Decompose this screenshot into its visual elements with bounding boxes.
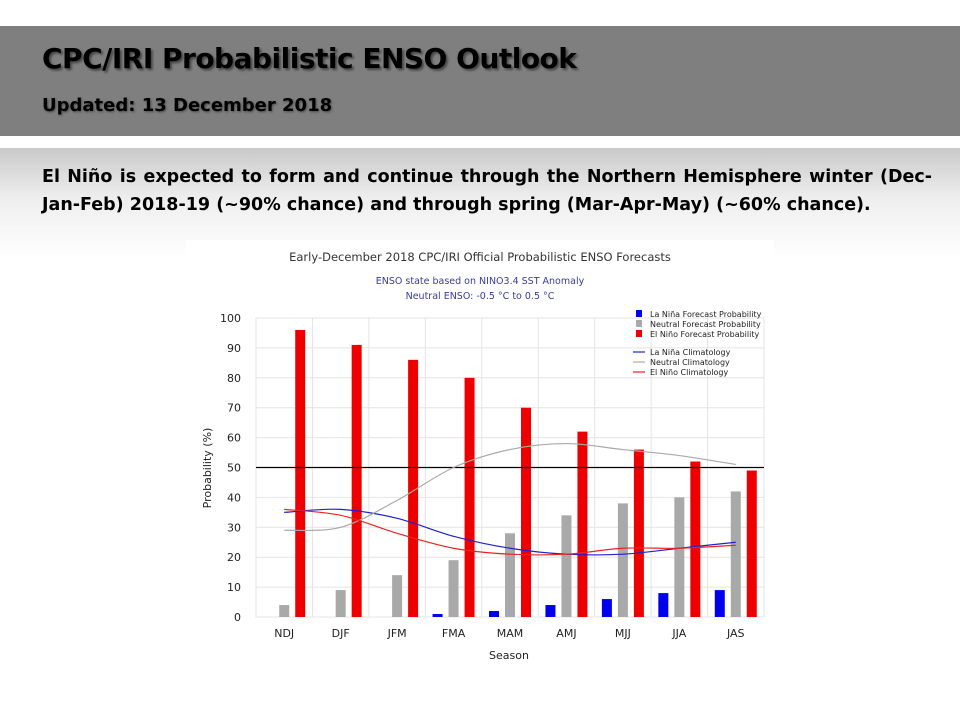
bar-el-nino-forecast-probability [690, 461, 701, 617]
x-tick-label: FMA [442, 627, 466, 640]
x-tick-label: MJJ [615, 627, 631, 640]
bar-la-nina-forecast-probability [601, 599, 612, 617]
bar-la-nina-forecast-probability [489, 611, 499, 617]
legend-label: Neutral Climatology [650, 358, 730, 367]
bar-el-nino-forecast-probability [351, 344, 362, 617]
enso-chart: Early-December 2018 CPC/IRI Official Pro… [186, 240, 774, 664]
chart-title: Early-December 2018 CPC/IRI Official Pro… [289, 250, 671, 264]
bar-el-nino-forecast-probability [408, 359, 419, 617]
bar-la-nina-forecast-probability [714, 590, 725, 617]
x-axis-label: Season [489, 649, 529, 662]
summary-band [0, 148, 960, 258]
y-tick-label: 80 [227, 372, 241, 385]
y-tick-label: 70 [227, 402, 241, 415]
bar-el-nino-forecast-probability [521, 407, 531, 617]
chart-subtitle-line-1: ENSO state based on NINO3.4 SST Anomaly [376, 276, 585, 287]
chart-subtitle-line-2: Neutral ENSO: -0.5 °C to 0.5 °C [406, 291, 555, 302]
bar-el-nino-forecast-probability [633, 449, 644, 617]
x-tick-label: MAM [497, 627, 524, 640]
y-tick-label: 20 [227, 551, 241, 564]
bar-la-nina-forecast-probability [545, 605, 556, 617]
bar-el-nino-forecast-probability [295, 329, 306, 617]
header-band [0, 26, 960, 136]
enso-chart-svg: Early-December 2018 CPC/IRI Official Pro… [201, 250, 765, 662]
bar-neutral-forecast-probability [279, 605, 290, 617]
bar-neutral-forecast-probability [617, 503, 628, 617]
y-tick-label: 50 [227, 462, 241, 475]
y-tick-label: 60 [227, 432, 241, 445]
bar-neutral-forecast-probability [335, 590, 346, 617]
x-tick-label: AMJ [556, 627, 576, 640]
bar-la-nina-forecast-probability [432, 614, 443, 617]
y-tick-label: 100 [220, 312, 241, 325]
y-tick-label: 10 [227, 581, 241, 594]
legend-swatch [636, 330, 642, 337]
line-la-nina-climatology [284, 508, 736, 556]
bar-neutral-forecast-probability [730, 491, 741, 617]
bar-neutral-forecast-probability [392, 575, 403, 617]
legend-label: La Niña Forecast Probability [650, 310, 762, 319]
bar-la-nina-forecast-probability [658, 593, 669, 617]
x-tick-label: JFM [387, 627, 407, 640]
y-tick-label: 40 [227, 491, 241, 504]
x-tick-label: NDJ [274, 627, 294, 640]
bar-el-nino-forecast-probability [464, 377, 475, 617]
bar-el-nino-forecast-probability [746, 470, 757, 617]
y-axis-label: Probability (%) [201, 428, 214, 509]
bar-neutral-forecast-probability [674, 497, 685, 617]
top-strip [0, 0, 960, 26]
legend-swatch [636, 310, 642, 317]
bar-neutral-forecast-probability [561, 515, 572, 617]
x-tick-label: JJA [671, 627, 686, 640]
legend-swatch [636, 320, 642, 327]
bar-el-nino-forecast-probability [577, 431, 588, 617]
plot-area: 0 10 20 30 40 50 60 70 80 90 100 NDJ DJF JFM FMA MAM AMJ… [220, 312, 765, 640]
x-tick-label: DJF [332, 627, 350, 640]
slide-subtitle: Updated: 13 December 2018 [42, 95, 333, 116]
legend-label: El Niño Forecast Probability [650, 330, 759, 339]
x-tick-label: JAS [726, 627, 745, 640]
legend-label: La Niña Climatology [650, 348, 731, 357]
bar-neutral-forecast-probability [505, 533, 515, 617]
legend-label: El Niño Climatology [650, 368, 728, 377]
y-tick-label: 90 [227, 342, 241, 355]
line-el-nino-climatology [284, 508, 736, 556]
bar-neutral-forecast-probability [448, 560, 459, 617]
legend-label: Neutral Forecast Probability [650, 320, 761, 329]
y-tick-label: 30 [227, 521, 241, 534]
slide-title: CPC/IRI Probabilistic ENSO Outlook [42, 42, 577, 75]
y-tick-label: 0 [234, 611, 241, 624]
summary-text: El Niño is expected to form and continue… [42, 167, 932, 215]
